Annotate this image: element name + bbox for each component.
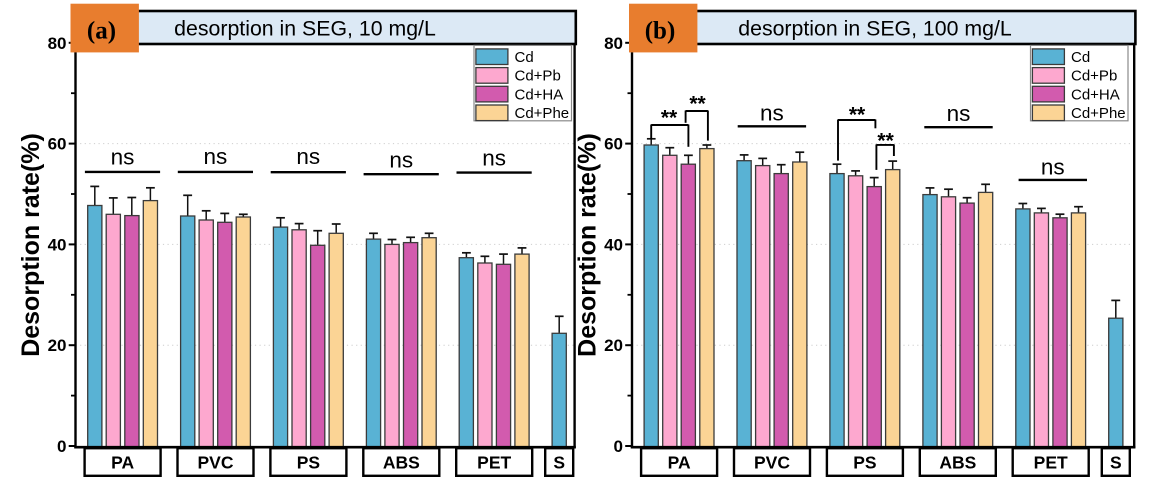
- svg-text:20: 20: [604, 336, 623, 355]
- svg-text:**: **: [877, 130, 894, 153]
- svg-text:80: 80: [48, 34, 67, 53]
- svg-text:ns: ns: [482, 146, 506, 171]
- svg-text:0: 0: [57, 437, 66, 456]
- svg-text:ns: ns: [389, 148, 413, 173]
- svg-text:ns: ns: [111, 145, 135, 170]
- svg-text:60: 60: [604, 135, 623, 154]
- svg-text:80: 80: [604, 34, 623, 53]
- svg-text:Cd+Phe: Cd+Phe: [515, 105, 570, 122]
- svg-text:desorption in SEG, 100 mg/L: desorption in SEG, 100 mg/L: [738, 17, 1012, 41]
- svg-text:ns: ns: [204, 144, 228, 169]
- svg-text:Desorption rate(%): Desorption rate(%): [574, 133, 602, 357]
- svg-text:60: 60: [48, 135, 67, 154]
- svg-text:PS: PS: [297, 452, 320, 472]
- svg-text:S: S: [1110, 452, 1122, 472]
- svg-text:Cd+Pb: Cd+Pb: [515, 68, 561, 85]
- svg-text:PS: PS: [853, 452, 876, 472]
- svg-text:Desorption rate(%): Desorption rate(%): [17, 133, 45, 357]
- svg-text:**: **: [661, 107, 678, 130]
- svg-text:ns: ns: [760, 100, 784, 125]
- svg-text:desorption in SEG, 10 mg/L: desorption in SEG, 10 mg/L: [174, 17, 436, 41]
- svg-text:20: 20: [48, 336, 67, 355]
- svg-text:ABS: ABS: [383, 452, 420, 472]
- svg-text:PVC: PVC: [198, 452, 234, 472]
- svg-text:Cd+HA: Cd+HA: [1071, 86, 1120, 103]
- svg-text:PA: PA: [111, 452, 134, 472]
- svg-text:PET: PET: [477, 452, 511, 472]
- svg-text:(b): (b): [645, 17, 676, 44]
- svg-text:40: 40: [48, 235, 67, 254]
- svg-text:PET: PET: [1034, 452, 1068, 472]
- svg-text:40: 40: [604, 235, 623, 254]
- svg-text:Cd+Phe: Cd+Phe: [1071, 105, 1126, 122]
- svg-text:Cd+Pb: Cd+Pb: [1071, 68, 1117, 85]
- svg-text:PVC: PVC: [754, 452, 790, 472]
- svg-text:(a): (a): [87, 17, 116, 44]
- svg-text:Cd: Cd: [515, 49, 534, 66]
- svg-text:**: **: [689, 93, 706, 116]
- svg-text:Cd+HA: Cd+HA: [515, 86, 564, 103]
- svg-text:PA: PA: [668, 452, 691, 472]
- svg-text:**: **: [849, 104, 866, 127]
- svg-text:0: 0: [614, 437, 623, 456]
- svg-text:ABS: ABS: [939, 452, 976, 472]
- svg-text:ns: ns: [296, 144, 320, 169]
- svg-text:S: S: [553, 452, 565, 472]
- svg-text:Cd: Cd: [1071, 49, 1090, 66]
- svg-text:ns: ns: [947, 101, 971, 126]
- svg-text:ns: ns: [1041, 154, 1065, 179]
